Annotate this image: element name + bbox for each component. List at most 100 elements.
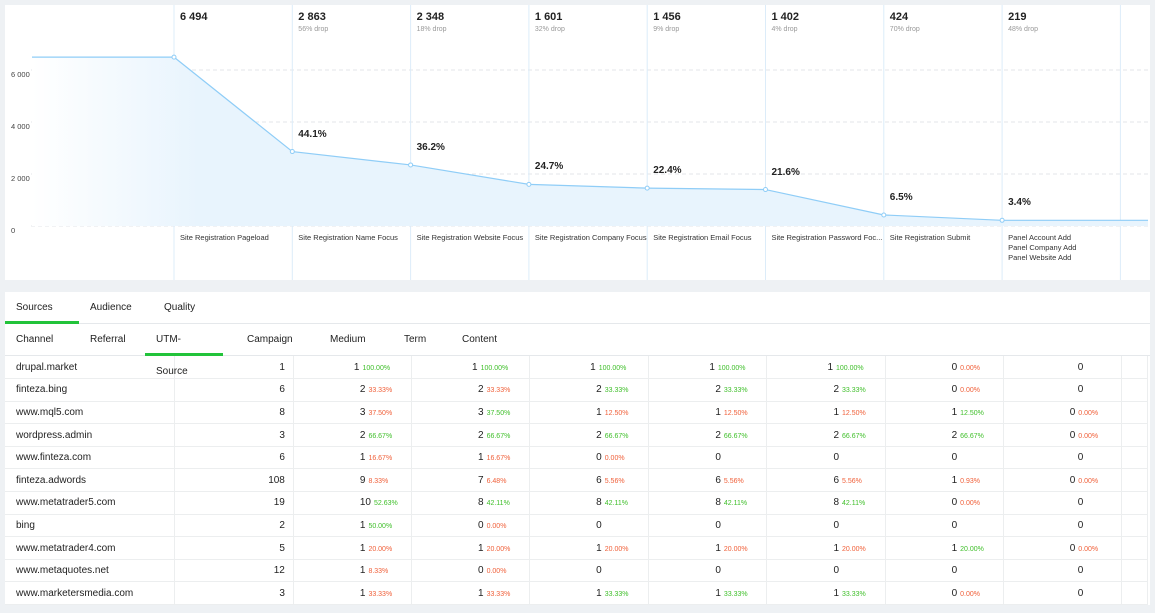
subtab-utm-source[interactable]: UTM-Source (145, 324, 223, 377)
step-cell: 1 20.00% (885, 536, 1004, 560)
table-row[interactable]: www.marketersmedia.com 3 1 33.33% 1 33.33% 1 33… (5, 581, 1149, 606)
step-cell: 2 66.67% (293, 423, 413, 447)
cell-percent: 0.00% (1078, 432, 1099, 440)
cell-value: 1 (596, 587, 602, 599)
cell-percent: 100.00% (362, 364, 391, 372)
step-cell: 0 0.00% (529, 446, 650, 470)
step-conversion: 24.7% (534, 161, 564, 173)
spacer-cell (1121, 423, 1149, 447)
cell-percent: 12.50% (604, 409, 629, 417)
cell-percent: 42.11% (486, 500, 510, 508)
step-header: 2 863 56% drop (298, 11, 328, 33)
table-row[interactable]: www.metatrader5.com 19 10 52.63% 8 42.11% 8 42.… (5, 491, 1149, 515)
cell-percent: 0.00% (486, 522, 507, 530)
cell-percent: 20.00% (842, 545, 866, 553)
cell-percent: 100.00% (717, 364, 746, 372)
step-drop: 18% drop (416, 26, 447, 33)
step-cell: 1 12.50% (648, 401, 768, 425)
funnel-point[interactable] (408, 162, 414, 168)
table-row[interactable]: www.mql5.com 8 3 37.50% 3 37.50% 1 12.50% 1 12.50… (5, 401, 1149, 425)
step-cell: 1 33.33% (529, 581, 650, 606)
funnel-area (32, 57, 1148, 226)
subtab-content[interactable]: Content (462, 334, 498, 345)
subtab-channel[interactable]: Channel (16, 334, 54, 345)
step-label-line: Site Registration Company Focus (534, 233, 647, 242)
cell-percent: 0.00% (1078, 409, 1099, 417)
cell-value: 1 (478, 587, 484, 599)
cell-percent: 33.33% (368, 387, 393, 395)
source-name: www.metatrader5.com (5, 491, 175, 515)
subtab-referral[interactable]: Referral (90, 334, 126, 345)
step-cell: 1 100.00% (411, 356, 531, 380)
funnel-line (32, 56, 1148, 221)
cell-value: 2 (359, 429, 366, 441)
cell-value: 0 (1069, 406, 1076, 418)
table-row[interactable]: drupal.market 1 1 100.00% 1 100.00% 1 100.00% 1 1… (5, 356, 1149, 380)
step-header: 2 348 18% drop (417, 11, 447, 33)
funnel-point[interactable] (881, 212, 887, 218)
step-drop: 48% drop (1008, 26, 1039, 33)
source-total: 3 (174, 423, 294, 447)
y-tick-label: 0 (11, 226, 16, 235)
cell-value: 0 (833, 565, 840, 577)
step-cell: 2 66.67% (411, 423, 531, 447)
step-cell: 1 16.67% (293, 446, 413, 470)
table-row[interactable]: bing 2 1 50.00% 0 0.00% 0 0 0 0 0 (5, 514, 1149, 538)
cell-value: 1 (951, 474, 958, 486)
step-cell: 0 (766, 446, 886, 470)
tab-sources[interactable]: Sources (5, 292, 79, 324)
step-count: 219 (1008, 11, 1027, 23)
y-tick-label: 2 000 (11, 174, 30, 183)
cell-value: 0 (715, 565, 721, 577)
step-cell: 6 5.56% (529, 468, 650, 493)
y-tick-label: 4 000 (11, 122, 30, 131)
source-total: 19 (174, 491, 294, 515)
tab-audience[interactable]: Audience (90, 302, 132, 313)
step-cell: 1 20.00% (411, 536, 531, 560)
table-row[interactable]: www.metatrader4.com 5 1 20.00% 1 20.00% 1 20.00… (5, 536, 1149, 560)
step-cell: 0 (885, 514, 1004, 538)
cell-value: 8 (596, 497, 602, 509)
subtab-medium[interactable]: Medium (330, 334, 366, 345)
funnel-point[interactable] (526, 181, 532, 187)
step-drop: 9% drop (653, 26, 680, 33)
step-cell: 0 (766, 559, 886, 583)
step-cell: 0 (885, 446, 1004, 470)
table-row[interactable]: www.finteza.com 6 1 16.67% 1 16.67% 0 0.00% 0 0 0 0 (5, 446, 1149, 470)
step-cell: 2 33.33% (529, 378, 650, 402)
funnel-point[interactable] (644, 185, 650, 191)
funnel-point[interactable] (763, 187, 768, 193)
funnel-point[interactable] (289, 149, 295, 155)
table-row[interactable]: wordpress.admin 3 2 66.67% 2 66.67% 2 66.67% 2 66… (5, 423, 1149, 447)
table-row[interactable]: finteza.bing 6 2 33.33% 2 33.33% 2 33.33% 2 33.33… (5, 378, 1149, 402)
cell-value: 0 (1077, 384, 1084, 396)
step-cell: 3 37.50% (411, 401, 531, 425)
step-cell: 2 66.67% (885, 423, 1004, 447)
subtab-campaign[interactable]: Campaign (247, 334, 293, 345)
cell-percent: 12.50% (842, 409, 866, 417)
source-total: 8 (174, 401, 294, 425)
source-name: www.metatrader4.com (5, 536, 175, 560)
step-label: Site Registration Company Focus (535, 233, 650, 243)
tab-quality[interactable]: Quality (164, 302, 196, 313)
step-label: Site Registration Name Focus (298, 233, 413, 243)
table-row[interactable]: www.metaquotes.net 12 1 8.33% 0 0.00% 0 0 0 0 0 (5, 559, 1149, 583)
funnel-point[interactable] (171, 54, 177, 60)
step-label-line: Site Registration Pageload (180, 233, 269, 242)
funnel-point[interactable] (999, 217, 1005, 223)
table-row[interactable]: finteza.adwords 108 9 8.33% 7 6.48% 6 5.56% 6 5.5… (5, 468, 1149, 493)
source-total: 5 (174, 536, 294, 560)
cell-value: 1 (715, 587, 721, 599)
cell-value: 0 (478, 565, 484, 577)
step-cell: 2 33.33% (293, 378, 413, 402)
step-cell: 0 (648, 446, 768, 470)
step-drop: 56% drop (298, 26, 329, 33)
cell-value: 2 (596, 429, 602, 441)
cell-value: 1 (596, 406, 602, 418)
cell-value: 0 (715, 519, 721, 531)
cell-percent: 33.33% (486, 387, 511, 395)
step-cell: 2 66.67% (529, 423, 650, 447)
subtab-term[interactable]: Term (404, 334, 427, 345)
cell-value: 0 (1077, 452, 1084, 464)
step-cell: 2 33.33% (411, 378, 531, 402)
